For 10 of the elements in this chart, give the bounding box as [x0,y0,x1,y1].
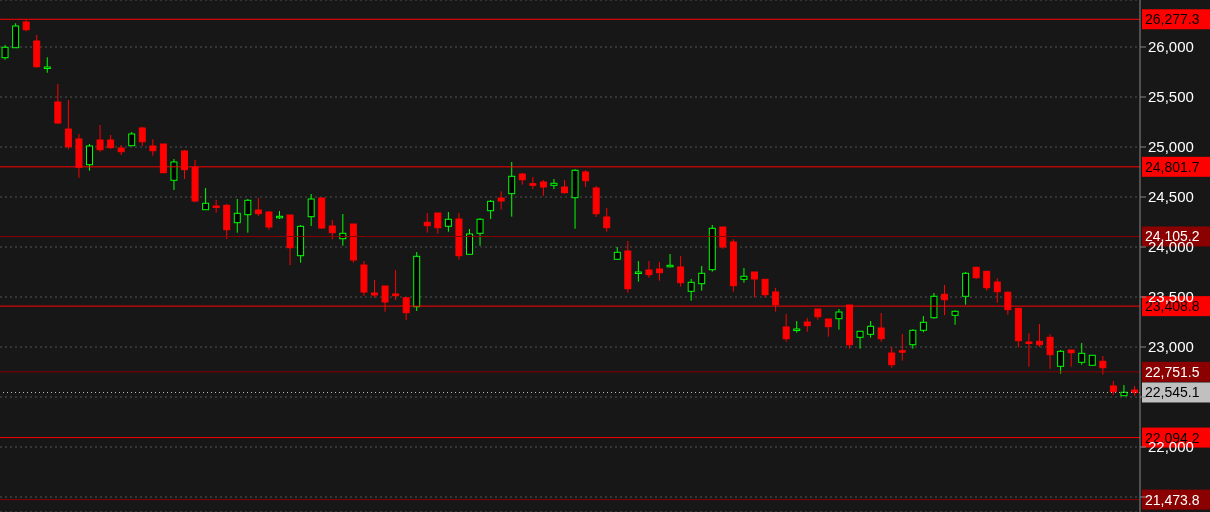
y-tick-label: 25,500 [1148,88,1194,106]
y-tick-label: 23,000 [1148,338,1194,356]
ref-line-label: 26,277.3 [1145,11,1200,28]
y-tick-label: 26,000 [1148,38,1194,56]
y-tick-label: 25,000 [1148,138,1194,156]
y-tick-label: 24,500 [1148,188,1194,206]
ref-line-label: 22,751.5 [1145,363,1200,380]
ref-line-label: 24,801.7 [1145,158,1200,175]
ref-line-label: 21,473.8 [1145,491,1200,508]
ref-line-label: 22,545.1 [1145,384,1200,401]
